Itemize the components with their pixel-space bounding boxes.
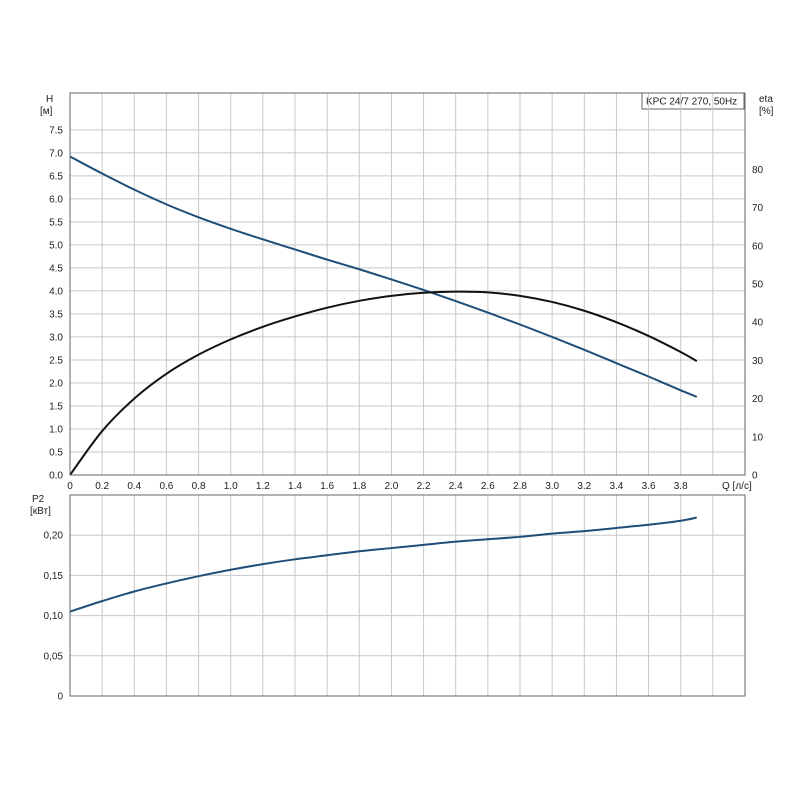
- y-right-tick-label: 40: [752, 318, 764, 329]
- x-tick-label: 3.0: [545, 481, 559, 492]
- lower-plot-frame: [69, 494, 746, 697]
- y-right-tick-label: 60: [752, 241, 764, 252]
- power-curve: [69, 516, 697, 613]
- curve-layer: [69, 155, 698, 613]
- y-right-tick-label: 10: [752, 432, 764, 443]
- x-tick-label: 3.6: [642, 481, 656, 492]
- y-left-tick-label: 4.0: [49, 286, 63, 297]
- y-left-tick-label: 7.0: [49, 148, 63, 159]
- y-right-unit: [%]: [759, 106, 774, 117]
- x-tick-label: 3.8: [674, 481, 688, 492]
- x-tick-label: 2.2: [417, 481, 431, 492]
- y-left-tick-label: 3.0: [49, 332, 63, 343]
- x-tick-label: 3.2: [577, 481, 591, 492]
- y-left-tick-label: 6.0: [49, 194, 63, 205]
- legend-text: KPC 24/7 270, 50Hz: [646, 97, 737, 108]
- x-tick-label: 1.8: [352, 481, 366, 492]
- x-axis-label: Q [л/с]: [722, 481, 752, 492]
- power-y-tick-label: 0,05: [44, 651, 64, 662]
- power-axis-unit: [кВт]: [30, 506, 51, 517]
- y-left-unit: [м]: [40, 106, 53, 117]
- x-tick-label: 0.4: [127, 481, 141, 492]
- x-tick-label: 2.0: [384, 481, 398, 492]
- power-y-tick-label: 0,10: [44, 611, 64, 622]
- head-curve: [69, 155, 698, 398]
- efficiency-curve: [69, 290, 698, 476]
- y-right-tick-label: 30: [752, 356, 764, 367]
- power-y-tick-label: 0,15: [44, 571, 64, 582]
- y-right-tick-label: 0: [752, 471, 758, 482]
- power-axis-label: P2: [32, 494, 45, 505]
- x-tick-label: 1.0: [224, 481, 238, 492]
- y-left-tick-label: 7.5: [49, 125, 63, 136]
- y-right-tick-label: 80: [752, 165, 764, 176]
- y-left-tick-label: 3.5: [49, 309, 63, 320]
- y-left-tick-label: 5.5: [49, 217, 63, 228]
- y-right-tick-label: 50: [752, 280, 764, 291]
- y-left-tick-label: 0.5: [49, 447, 63, 458]
- y-right-tick-label: 20: [752, 394, 764, 405]
- y-left-tick-label: 1.0: [49, 424, 63, 435]
- frame-layer: [69, 92, 746, 697]
- x-tick-label: 0: [67, 481, 73, 492]
- y-left-tick-label: 0.0: [49, 471, 63, 482]
- x-tick-label: 2.8: [513, 481, 527, 492]
- y-left-tick-label: 2.0: [49, 378, 63, 389]
- x-tick-label: 1.2: [256, 481, 270, 492]
- x-tick-label: 1.4: [288, 481, 302, 492]
- power-y-tick-label: 0,20: [44, 531, 64, 542]
- y-left-tick-label: 2.5: [49, 355, 63, 366]
- x-tick-label: 0.2: [95, 481, 109, 492]
- upper-plot-frame: [69, 92, 746, 476]
- y-left-label: H: [46, 94, 53, 105]
- x-tick-label: 2.4: [449, 481, 463, 492]
- y-right-tick-label: 70: [752, 203, 764, 214]
- x-tick-label: 3.4: [609, 481, 623, 492]
- x-tick-label: 1.6: [320, 481, 334, 492]
- x-tick-label: 0.6: [159, 481, 173, 492]
- power-y-tick-label: 0: [57, 692, 63, 703]
- y-left-tick-label: 5.0: [49, 240, 63, 251]
- y-right-label: eta: [759, 94, 773, 105]
- grid-layer: [69, 93, 746, 697]
- x-tick-label: 2.6: [481, 481, 495, 492]
- x-tick-label: 0.8: [192, 481, 206, 492]
- y-left-tick-label: 1.5: [49, 401, 63, 412]
- y-left-tick-label: 6.5: [49, 171, 63, 182]
- tick-label-layer: 0 0.2 0.4 0.6 0.8 1.0 1.2 1.4 1.6 1.8 2.0 2.2 2.4 2.6…: [44, 125, 764, 702]
- y-left-tick-label: 4.5: [49, 263, 63, 274]
